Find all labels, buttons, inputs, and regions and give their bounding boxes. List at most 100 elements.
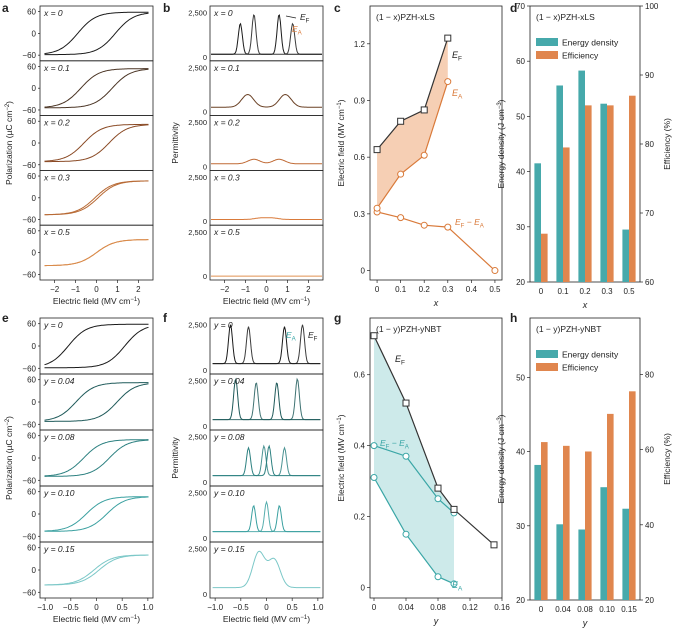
y-tick-label: 40 bbox=[516, 168, 525, 177]
y-tick-label: 60 bbox=[27, 117, 36, 126]
plot-title: (1 − y)PZH-yNBT bbox=[376, 324, 441, 334]
y-tick-label: 0 bbox=[32, 194, 37, 203]
hysteresis-branch-down bbox=[44, 383, 149, 422]
y-tick-label: 0 bbox=[32, 510, 37, 519]
legend-label-efficiency: Efficiency bbox=[562, 363, 599, 373]
bar-energy-density bbox=[578, 70, 585, 282]
x-axis-label: x bbox=[433, 298, 439, 308]
panel-letter-d: d bbox=[510, 1, 517, 15]
permittivity-curve bbox=[212, 504, 321, 533]
y-tick-label: 0 bbox=[203, 217, 207, 226]
y-tick-label: 60 bbox=[27, 172, 36, 181]
x-tick-label: 1 bbox=[115, 285, 120, 294]
data-point bbox=[491, 267, 499, 275]
y-tick-label: 0.2 bbox=[354, 512, 366, 521]
x-tick-label: 0 bbox=[94, 603, 99, 612]
x-tick-label: −1.0 bbox=[207, 603, 223, 612]
y-tick-label: −60 bbox=[22, 161, 36, 170]
x-tick-label: 0.15 bbox=[621, 605, 637, 614]
data-point bbox=[373, 204, 381, 212]
y-tick-label: −60 bbox=[22, 476, 36, 485]
permittivity-curve bbox=[211, 217, 322, 220]
subpanel-label: y = 0.08 bbox=[43, 432, 75, 442]
subpanel-label: x = 0.1 bbox=[43, 63, 70, 73]
x-tick-label: 0 bbox=[264, 285, 269, 294]
subpanel-label: y = 0.04 bbox=[213, 376, 245, 386]
y-tick-label: 20 bbox=[516, 278, 525, 287]
x-tick-label: 2 bbox=[306, 285, 311, 294]
y-tick-label: 2,500 bbox=[188, 63, 207, 72]
data-point bbox=[370, 473, 378, 481]
subpanel-label: y = 0.15 bbox=[213, 544, 245, 554]
x-axis-label: Electric field (MV cm−1) bbox=[53, 296, 140, 306]
y-tick-label: 0 bbox=[203, 272, 207, 281]
y-tick-label: 0 bbox=[32, 29, 37, 38]
x-tick-label: 0.3 bbox=[442, 285, 454, 294]
subpanel-label: x = 0.5 bbox=[213, 227, 240, 237]
series-line bbox=[376, 81, 449, 209]
subpanel-label: x = 0 bbox=[213, 8, 233, 18]
bar-efficiency bbox=[629, 95, 636, 282]
data-point bbox=[397, 214, 405, 222]
series-label-ea: EA bbox=[452, 88, 463, 101]
legend-ea: EA bbox=[286, 330, 297, 343]
subpanel-label: y = 0.08 bbox=[213, 432, 245, 442]
bar-efficiency bbox=[541, 442, 548, 600]
x-tick-label: 0.1 bbox=[395, 285, 407, 294]
subpanel-label: x = 0.2 bbox=[43, 118, 70, 128]
y-tick-label: 30 bbox=[516, 522, 525, 531]
y-tick-label: 0 bbox=[361, 583, 366, 592]
x-tick-label: 0 bbox=[372, 603, 377, 612]
y-tick-label-right: 70 bbox=[645, 209, 654, 218]
x-tick-label: 0.3 bbox=[601, 287, 613, 296]
y-tick-label-right: 100 bbox=[645, 2, 659, 11]
y-axis-label-right: Efficiency (%) bbox=[662, 118, 672, 170]
y-tick-label: 0 bbox=[203, 478, 207, 487]
x-tick-label: 0.5 bbox=[489, 285, 501, 294]
bar-energy-density bbox=[600, 487, 607, 600]
x-axis-label: Electric field (MV cm−1) bbox=[53, 614, 140, 624]
series-line bbox=[376, 37, 449, 150]
bar-energy-density bbox=[600, 103, 607, 282]
x-tick-label: 0.08 bbox=[430, 603, 446, 612]
series-label-ef: EF bbox=[452, 50, 462, 63]
y-tick-label: 0 bbox=[32, 84, 37, 93]
y-tick-label: 2,500 bbox=[188, 173, 207, 182]
y-tick-label: −60 bbox=[22, 270, 36, 279]
y-tick-label-right: 60 bbox=[645, 278, 654, 287]
y-tick-label: 0.6 bbox=[354, 371, 366, 380]
hysteresis-branch-up bbox=[44, 68, 149, 108]
subpanel-label: x = 0.5 bbox=[43, 227, 70, 237]
y-tick-label: 1.2 bbox=[354, 40, 366, 49]
y-tick-label: 40 bbox=[516, 448, 525, 457]
data-point bbox=[370, 332, 378, 340]
x-tick-label: 0.5 bbox=[117, 603, 129, 612]
subpanel-label: y = 0.10 bbox=[213, 488, 245, 498]
y-tick-label-right: 20 bbox=[645, 596, 654, 605]
y-tick-label: 60 bbox=[27, 320, 36, 329]
y-tick-label: 0 bbox=[32, 139, 37, 148]
bar-efficiency bbox=[585, 451, 592, 600]
y-tick-label: 0 bbox=[203, 366, 207, 375]
data-point bbox=[402, 452, 410, 460]
hysteresis-branch-up bbox=[44, 323, 149, 366]
hysteresis-branch-up bbox=[44, 554, 149, 586]
y-tick-label: 60 bbox=[27, 544, 36, 553]
bar-efficiency bbox=[563, 147, 570, 282]
permittivity-curve bbox=[212, 444, 321, 477]
permittivity-curve bbox=[211, 93, 322, 108]
legend-swatch-efficiency bbox=[536, 51, 558, 59]
hysteresis-branch-up bbox=[44, 439, 149, 477]
y-tick-label: 0 bbox=[32, 342, 37, 351]
x-tick-label: 0.04 bbox=[398, 603, 414, 612]
x-tick-label: −1.0 bbox=[37, 603, 53, 612]
x-tick-label: 0.04 bbox=[555, 605, 571, 614]
shaded-region bbox=[377, 38, 448, 209]
y-tick-label: 0.4 bbox=[354, 442, 366, 451]
y-tick-label-right: 40 bbox=[645, 521, 654, 530]
y-axis-label-right: Efficiency (%) bbox=[662, 433, 672, 485]
subpanel-label: x = 0.1 bbox=[213, 63, 240, 73]
hysteresis-branch-up bbox=[44, 496, 149, 532]
x-axis-label: Electric field (MV cm−1) bbox=[223, 296, 310, 306]
panel-letter-a: a bbox=[2, 1, 9, 15]
